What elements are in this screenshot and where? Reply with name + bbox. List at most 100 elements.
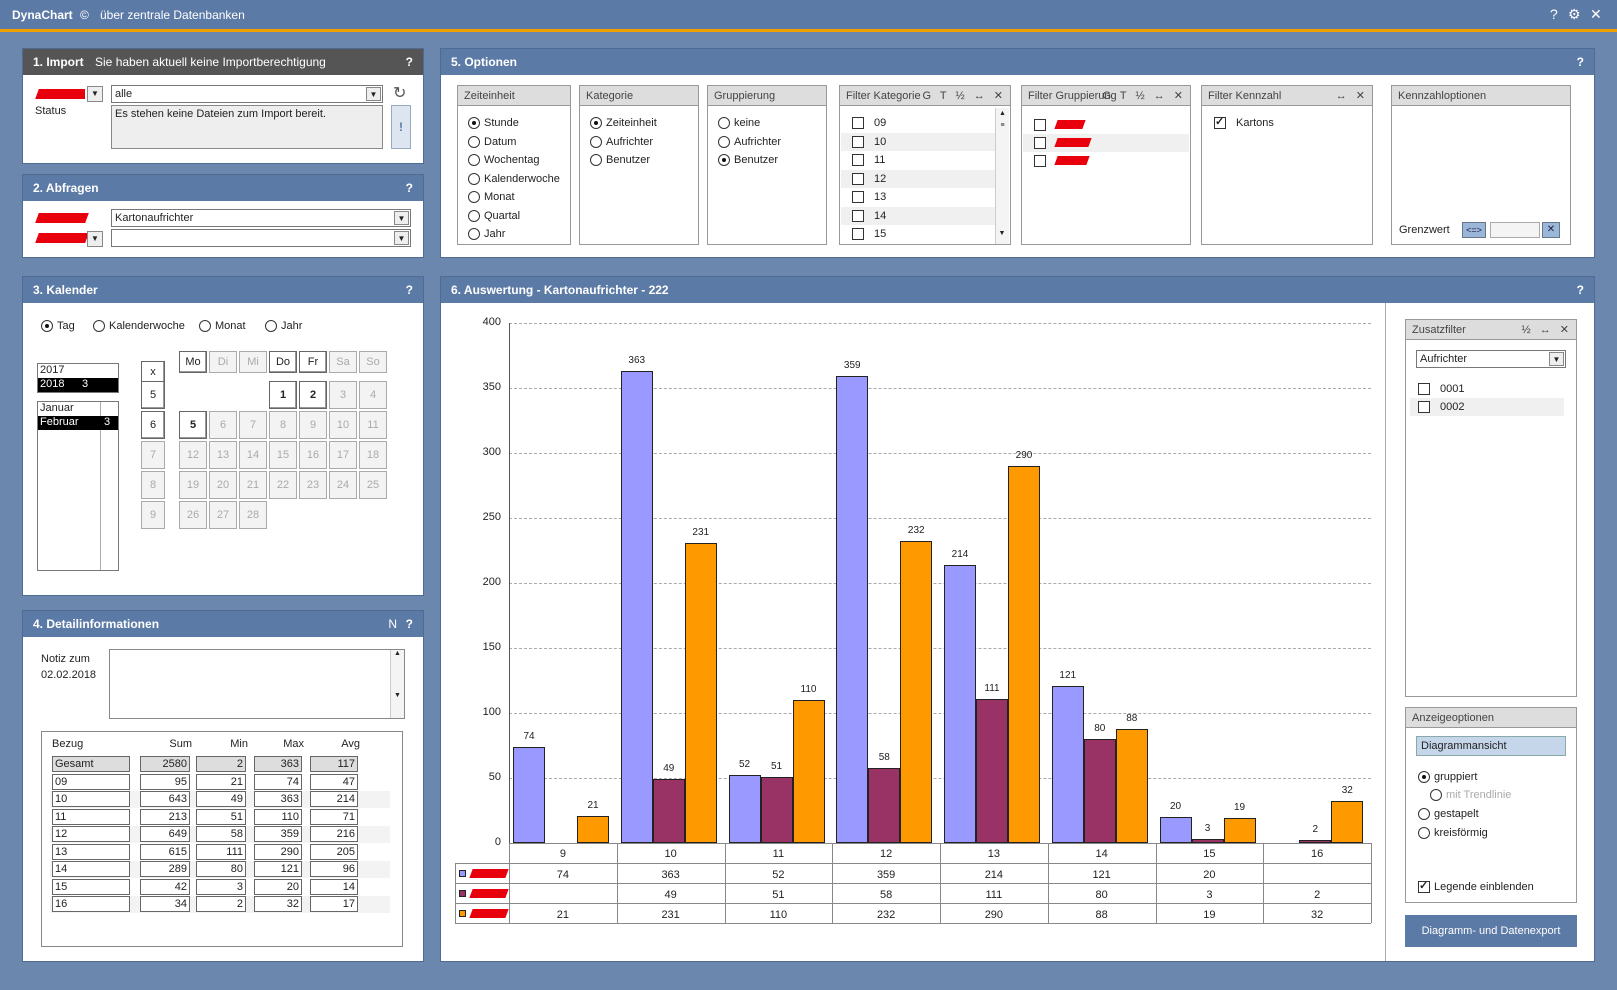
year-list[interactable]: 2017 2018 3 [37,363,119,393]
day-cell[interactable]: 5 [179,411,207,439]
import-filter-select[interactable]: alle ▼ [111,85,383,103]
week-number[interactable]: 9 [141,501,165,529]
day-cell[interactable]: 23 [299,471,327,499]
grenzwert-input[interactable] [1490,222,1540,238]
day-cell[interactable]: 28 [239,501,267,529]
help-icon[interactable]: ? [405,55,413,69]
gruppiert-radio[interactable]: gruppiert [1418,770,1477,784]
zusatzfilter-select[interactable]: Aufrichter ▼ [1416,350,1566,368]
clear-button[interactable]: x [141,361,165,383]
alert-button[interactable]: ! [391,105,411,149]
weekday-header[interactable]: Di [209,351,237,373]
filter-kategorie-item[interactable]: 14 [852,209,886,223]
weekday-header[interactable]: Mo [179,351,207,373]
mode-radio-kalenderwoche[interactable]: Kalenderwoche [93,319,185,333]
clear-grenzwert-button[interactable]: ✕ [1542,222,1560,238]
day-cell[interactable]: 20 [209,471,237,499]
option-radio[interactable]: Benutzer [718,153,778,167]
option-radio[interactable]: Aufrichter [590,135,653,149]
month-item[interactable]: Januar [38,402,118,416]
day-cell[interactable]: 13 [209,441,237,469]
week-number[interactable]: 6 [141,411,165,439]
option-radio[interactable]: Benutzer [590,153,650,167]
trendlinie-radio[interactable]: mit Trendlinie [1430,788,1511,802]
scrollbar[interactable]: ▲ ▼ [390,650,404,718]
day-cell[interactable]: 1 [269,381,297,409]
close-icon[interactable]: ✕ [1590,6,1602,22]
chevron-down-icon[interactable]: ▼ [87,231,103,247]
day-cell[interactable]: 18 [359,441,387,469]
query-select-1[interactable]: Kartonaufrichter ▼ [111,209,411,227]
filter-tools-icon[interactable]: ↔ ✕ [1335,90,1368,102]
day-cell[interactable]: 7 [239,411,267,439]
week-number[interactable]: 7 [141,441,165,469]
day-cell[interactable]: 3 [329,381,357,409]
weekday-header[interactable]: Sa [329,351,357,373]
week-number[interactable]: 5 [141,381,165,409]
mode-radio-monat[interactable]: Monat [199,319,246,333]
filter-kategorie-item[interactable]: 10 [852,135,886,149]
day-cell[interactable]: 19 [179,471,207,499]
day-cell[interactable]: 16 [299,441,327,469]
help-icon[interactable]: ? [1576,283,1584,297]
filter-tools-icon[interactable]: G T ½ ↔ ✕ [1102,90,1186,102]
day-cell[interactable]: 11 [359,411,387,439]
zusatzfilter-item-0002[interactable]: 0002 [1418,400,1464,414]
mode-radio-jahr[interactable]: Jahr [265,319,302,333]
scrollbar[interactable]: ▲ ≡ [995,108,1009,244]
kreisfoermig-radio[interactable]: kreisförmig [1418,826,1488,840]
day-cell[interactable]: 26 [179,501,207,529]
help-icon[interactable]: ? [405,181,413,195]
month-list[interactable]: Januar Februar 3 [37,401,119,571]
filter-kategorie-item[interactable]: 11 [852,153,885,167]
day-cell[interactable]: 17 [329,441,357,469]
filter-tools-icon[interactable]: G T ½ ↔ ✕ [922,90,1006,102]
weekday-header[interactable]: So [359,351,387,373]
month-item-selected[interactable]: Februar 3 [38,416,118,430]
day-cell[interactable]: 22 [269,471,297,499]
gear-icon[interactable]: ⚙ [1568,6,1581,22]
day-cell[interactable]: 27 [209,501,237,529]
kennzahl-kartons-checkbox[interactable]: Kartons [1214,115,1274,130]
option-radio[interactable]: Kalenderwoche [468,172,560,186]
weekday-header[interactable]: Do [269,351,297,373]
filter-kategorie-item[interactable]: 13 [852,190,886,204]
note-n-icon[interactable]: N [388,617,397,631]
option-radio[interactable]: Monat [468,190,515,204]
year-item-selected[interactable]: 2018 3 [38,378,118,392]
option-radio[interactable]: Zeiteinheit [590,116,657,130]
week-number[interactable]: 8 [141,471,165,499]
day-cell[interactable]: 8 [269,411,297,439]
day-cell[interactable]: 6 [209,411,237,439]
refresh-icon[interactable]: ↻ [393,85,407,102]
chevron-down-icon[interactable]: ▼ [87,86,103,102]
export-button[interactable]: Diagramm- und Datenexport [1405,915,1577,947]
day-cell[interactable]: 9 [299,411,327,439]
day-cell[interactable]: 14 [239,441,267,469]
filter-tools-icon[interactable]: ½ ↔ ✕ [1521,324,1572,336]
zusatzfilter-item-0001[interactable]: 0001 [1418,382,1464,396]
note-textarea[interactable]: ▲ ▼ [109,649,405,719]
weekday-header[interactable]: Fr [299,351,327,373]
help-icon[interactable]: ? [405,617,413,631]
legende-checkbox[interactable]: Legende einblenden [1418,879,1534,894]
diagrammansicht-button[interactable]: Diagrammansicht [1416,736,1566,756]
help-icon[interactable]: ? [405,283,413,297]
option-radio[interactable]: Quartal [468,209,520,223]
help-icon[interactable]: ? [1576,55,1584,69]
filter-kategorie-item[interactable]: 12 [852,172,886,186]
mode-radio-tag[interactable]: Tag [41,319,75,333]
day-cell[interactable]: 4 [359,381,387,409]
chevron-down-icon[interactable]: ▼ [998,230,1006,237]
option-radio[interactable]: Aufrichter [718,135,781,149]
day-cell[interactable]: 24 [329,471,357,499]
option-radio[interactable]: Wochentag [468,153,539,167]
option-radio[interactable]: Datum [468,135,516,149]
day-cell[interactable]: 15 [269,441,297,469]
day-cell[interactable]: 25 [359,471,387,499]
year-item[interactable]: 2017 [38,364,118,378]
query-select-2[interactable]: ▼ [111,229,411,247]
option-radio[interactable]: Stunde [468,116,519,130]
option-radio[interactable]: keine [718,116,760,130]
day-cell[interactable]: 2 [299,381,327,409]
